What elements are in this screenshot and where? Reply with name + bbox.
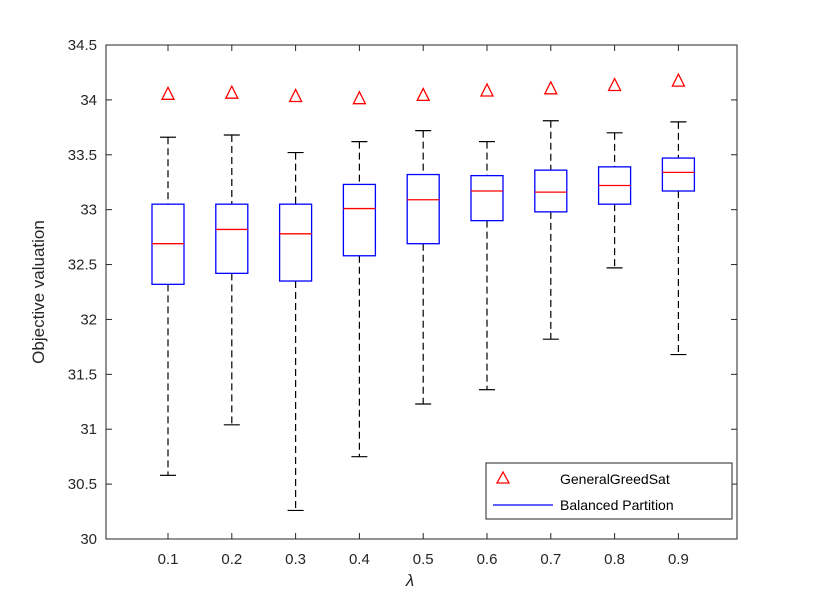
- y-tick-label: 34: [80, 92, 97, 109]
- y-tick-label: 32: [80, 311, 97, 328]
- iqr-box: [278, 203, 313, 282]
- axes-frame: [105, 44, 738, 540]
- box-group: [342, 141, 377, 458]
- x-tick-label: 0.8: [604, 551, 625, 568]
- x-tick-label: 0.2: [221, 551, 242, 568]
- box-group: [151, 136, 185, 476]
- greedsat-triangle-marker: [607, 77, 622, 92]
- greedsat-triangle-marker: [352, 90, 367, 105]
- box-group: [278, 151, 313, 512]
- x-tick-label: 0.5: [413, 551, 434, 568]
- x-tick-label: 0.4: [349, 551, 370, 568]
- box-group: [406, 130, 440, 405]
- greedsat-triangle-marker: [479, 82, 495, 97]
- greedsat-triangle-marker: [288, 88, 303, 103]
- y-axis-label: Objective valuation: [29, 220, 48, 364]
- iqr-box: [534, 169, 568, 213]
- iqr-box: [342, 183, 377, 257]
- y-tick-label: 31.5: [68, 366, 97, 383]
- x-tick-label: 0.6: [477, 551, 498, 568]
- y-tick-label: 33: [80, 202, 97, 219]
- x-tick-label: 0.3: [285, 551, 306, 568]
- y-tick-label: 32.5: [68, 257, 97, 274]
- iqr-box: [215, 203, 249, 274]
- y-tick-label: 30.5: [68, 476, 97, 493]
- greedsat-triangle-marker: [416, 86, 431, 102]
- box-group: [470, 141, 504, 391]
- box-group: [661, 121, 696, 356]
- greedsat-triangle-marker: [543, 80, 558, 95]
- greedsat-triangle-marker: [671, 72, 686, 87]
- legend-triangle-marker: [495, 470, 511, 484]
- legend-box: [485, 462, 733, 520]
- greedsat-triangle-marker: [224, 84, 239, 99]
- box-group: [597, 132, 632, 269]
- legend-label-balanced-partition: Balanced Partition: [560, 497, 674, 513]
- chart-marks: [151, 72, 696, 512]
- x-tick-label: 0.9: [668, 551, 689, 568]
- y-tick-label: 30: [80, 531, 97, 548]
- iqr-box: [470, 174, 504, 222]
- iqr-box: [406, 173, 440, 245]
- greedsat-triangle-marker: [160, 85, 176, 100]
- box-group: [215, 134, 249, 426]
- legend-label-generalgreedsat: GeneralGreedSat: [560, 471, 670, 487]
- axes: 30 30.5 31 31.5 32 32.5 33 33.5 34 34.5 0.1 0.2 0.3 0…: [68, 37, 738, 568]
- x-tick-label: 0.1: [158, 551, 179, 568]
- iqr-box: [661, 157, 696, 192]
- plot-area: [106, 45, 737, 539]
- box-group: [534, 120, 568, 340]
- y-tick-label: 31: [80, 421, 97, 438]
- y-tick-label: 33.5: [68, 147, 97, 164]
- x-axis-label: λ: [405, 571, 414, 590]
- legend: GeneralGreedSat Balanced Partition: [485, 462, 733, 520]
- y-tick-label: 34.5: [68, 37, 97, 54]
- x-tick-label: 0.7: [540, 551, 561, 568]
